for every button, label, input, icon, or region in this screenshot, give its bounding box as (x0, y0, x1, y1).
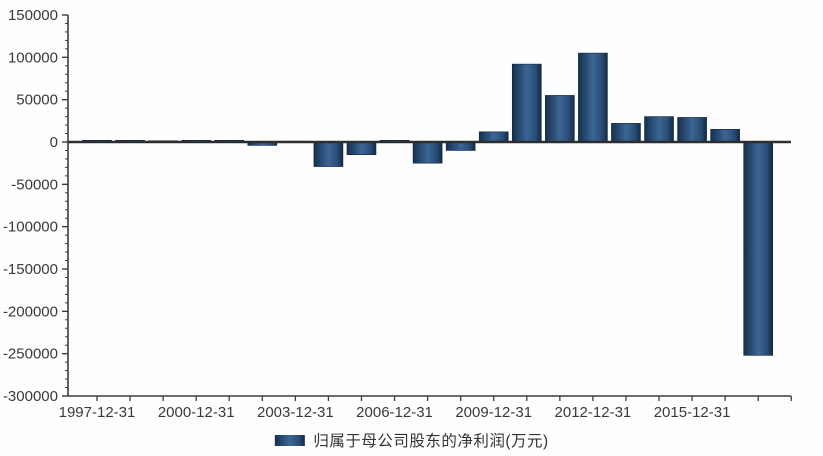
legend-swatch-icon (274, 434, 305, 446)
y-tick-label: -250000 (3, 346, 58, 363)
bar (644, 116, 674, 143)
bar (545, 95, 575, 143)
x-tick-label: 2003-12-31 (257, 404, 334, 421)
x-tick-label: 2015-12-31 (654, 404, 731, 421)
y-tick-label: 0 (50, 134, 58, 151)
y-tick-label: -50000 (11, 176, 58, 193)
bar (346, 141, 377, 155)
x-tick-label: 2012-12-31 (555, 404, 632, 421)
x-tick-label: 2009-12-31 (455, 404, 532, 421)
bar (313, 141, 344, 167)
y-tick-label: 150000 (8, 7, 58, 24)
legend-label: 归属于母公司股东的净利润(万元) (313, 433, 549, 450)
bar (412, 141, 443, 164)
bar (710, 129, 740, 143)
x-tick-label: 2000-12-31 (158, 404, 235, 421)
x-tick-label: 2006-12-31 (356, 404, 433, 421)
bar (445, 141, 476, 151)
y-tick-label: -100000 (3, 219, 58, 236)
bar (611, 123, 641, 143)
bar (511, 63, 542, 143)
y-tick-label: 100000 (8, 49, 58, 66)
bar (478, 131, 509, 143)
y-tick-label: -150000 (3, 261, 58, 278)
x-tick-label: 1997-12-31 (59, 404, 136, 421)
y-tick-label: -300000 (3, 388, 58, 405)
bar (677, 117, 707, 143)
y-tick-label: -200000 (3, 303, 58, 320)
bar (743, 141, 774, 356)
y-tick-label: 50000 (16, 92, 58, 109)
chart-legend: 归属于母公司股东的净利润(万元) (274, 429, 548, 451)
bar (578, 52, 608, 143)
